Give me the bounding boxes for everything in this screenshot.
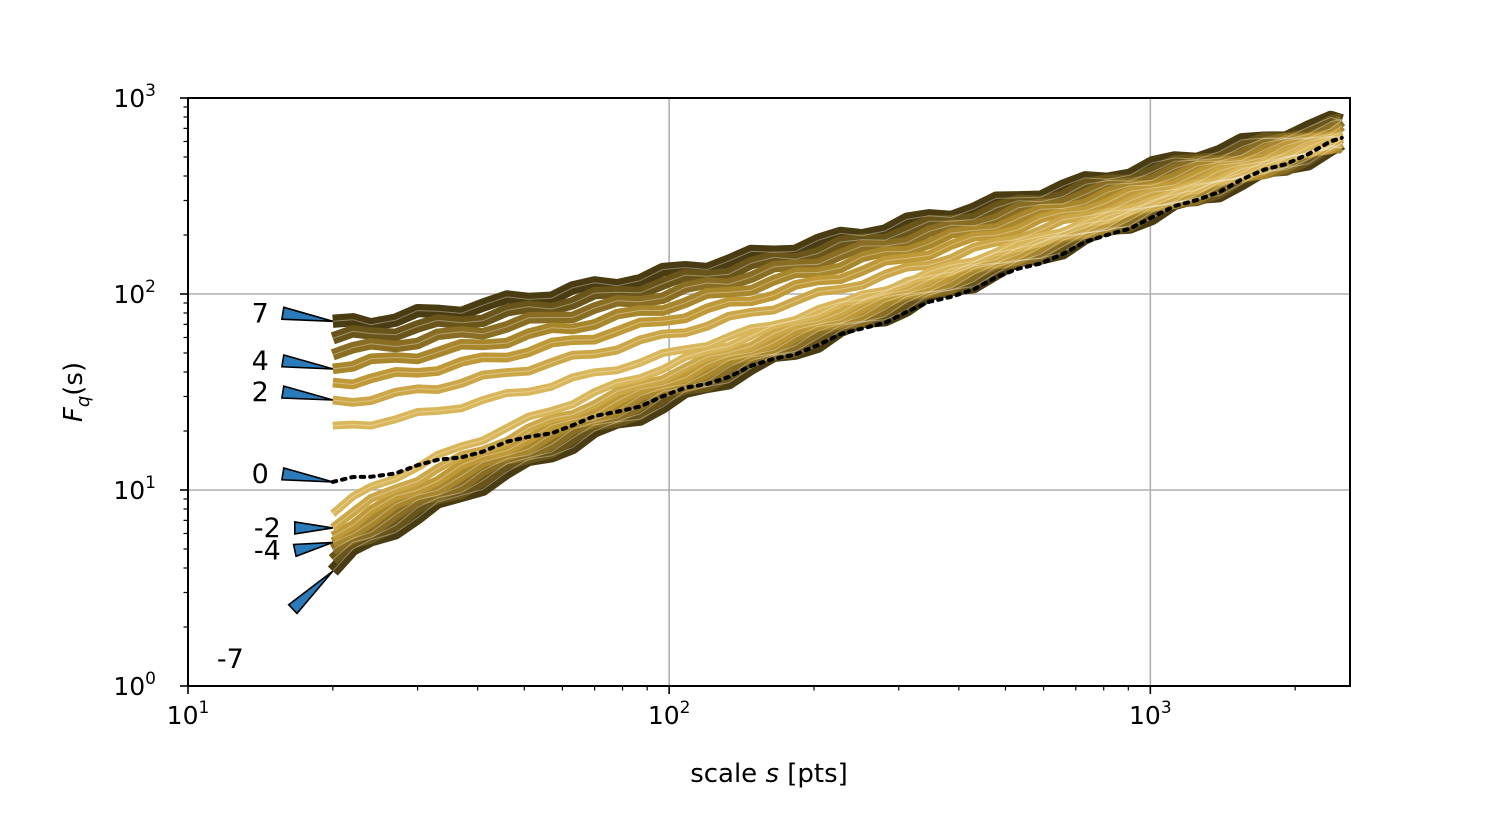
fluctuation-series: [327, 110, 1346, 576]
q-arrow: [280, 353, 334, 370]
x-tick-label: 103: [1129, 698, 1172, 730]
q-annotation-label: -2: [254, 513, 281, 544]
q-arrow: [293, 520, 333, 535]
q-arrow: [280, 385, 334, 401]
q-annotation-label: -7: [217, 644, 244, 675]
axis-ticks: 101 102 103 100 101 102 103: [113, 81, 1296, 730]
plot-frame: [187, 97, 1351, 687]
series-edge: [332, 136, 1343, 515]
q-annotations: 7 42 0 -2-4 -7: [217, 298, 334, 675]
q-annotation-label: 4: [252, 346, 269, 377]
series-q0-line: [330, 135, 1344, 484]
series-edge: [332, 146, 1342, 543]
series-edge: [332, 145, 1342, 561]
q-arrow: [280, 466, 334, 483]
series-edge: [332, 135, 1342, 403]
series-line: [330, 116, 1346, 361]
series-edge: [332, 125, 1343, 370]
series-edge: [332, 116, 1342, 326]
series-edge: [332, 145, 1342, 551]
series-edge: [332, 120, 1343, 356]
q-arrow: [287, 570, 334, 615]
q-annotation-label: -4: [254, 535, 281, 566]
series-line: [332, 127, 1344, 390]
q-arrow: [280, 306, 334, 323]
series-edge: [332, 118, 1342, 339]
q-annotation-label: 2: [252, 377, 269, 408]
series-edge: [332, 131, 1342, 386]
series-line: [332, 133, 1342, 430]
y-tick-label: 101: [113, 473, 156, 505]
x-axis-label: scale s [pts]: [690, 759, 848, 789]
x-tick-label: 101: [167, 698, 210, 730]
y-tick-label: 102: [113, 277, 156, 309]
y-axis-label: Fq(s): [59, 362, 94, 422]
x-tick-label: 102: [648, 698, 691, 730]
series-edge: [332, 142, 1343, 572]
q-annotation-label: 0: [252, 459, 269, 490]
y-tick-label: 100: [113, 669, 156, 701]
series-line: [332, 121, 1346, 375]
y-tick-label: 103: [113, 81, 156, 113]
series-edge: [332, 142, 1343, 537]
q-annotation-label: 7: [252, 298, 269, 329]
q-arrow: [292, 541, 334, 558]
series-edge: [332, 137, 1342, 427]
